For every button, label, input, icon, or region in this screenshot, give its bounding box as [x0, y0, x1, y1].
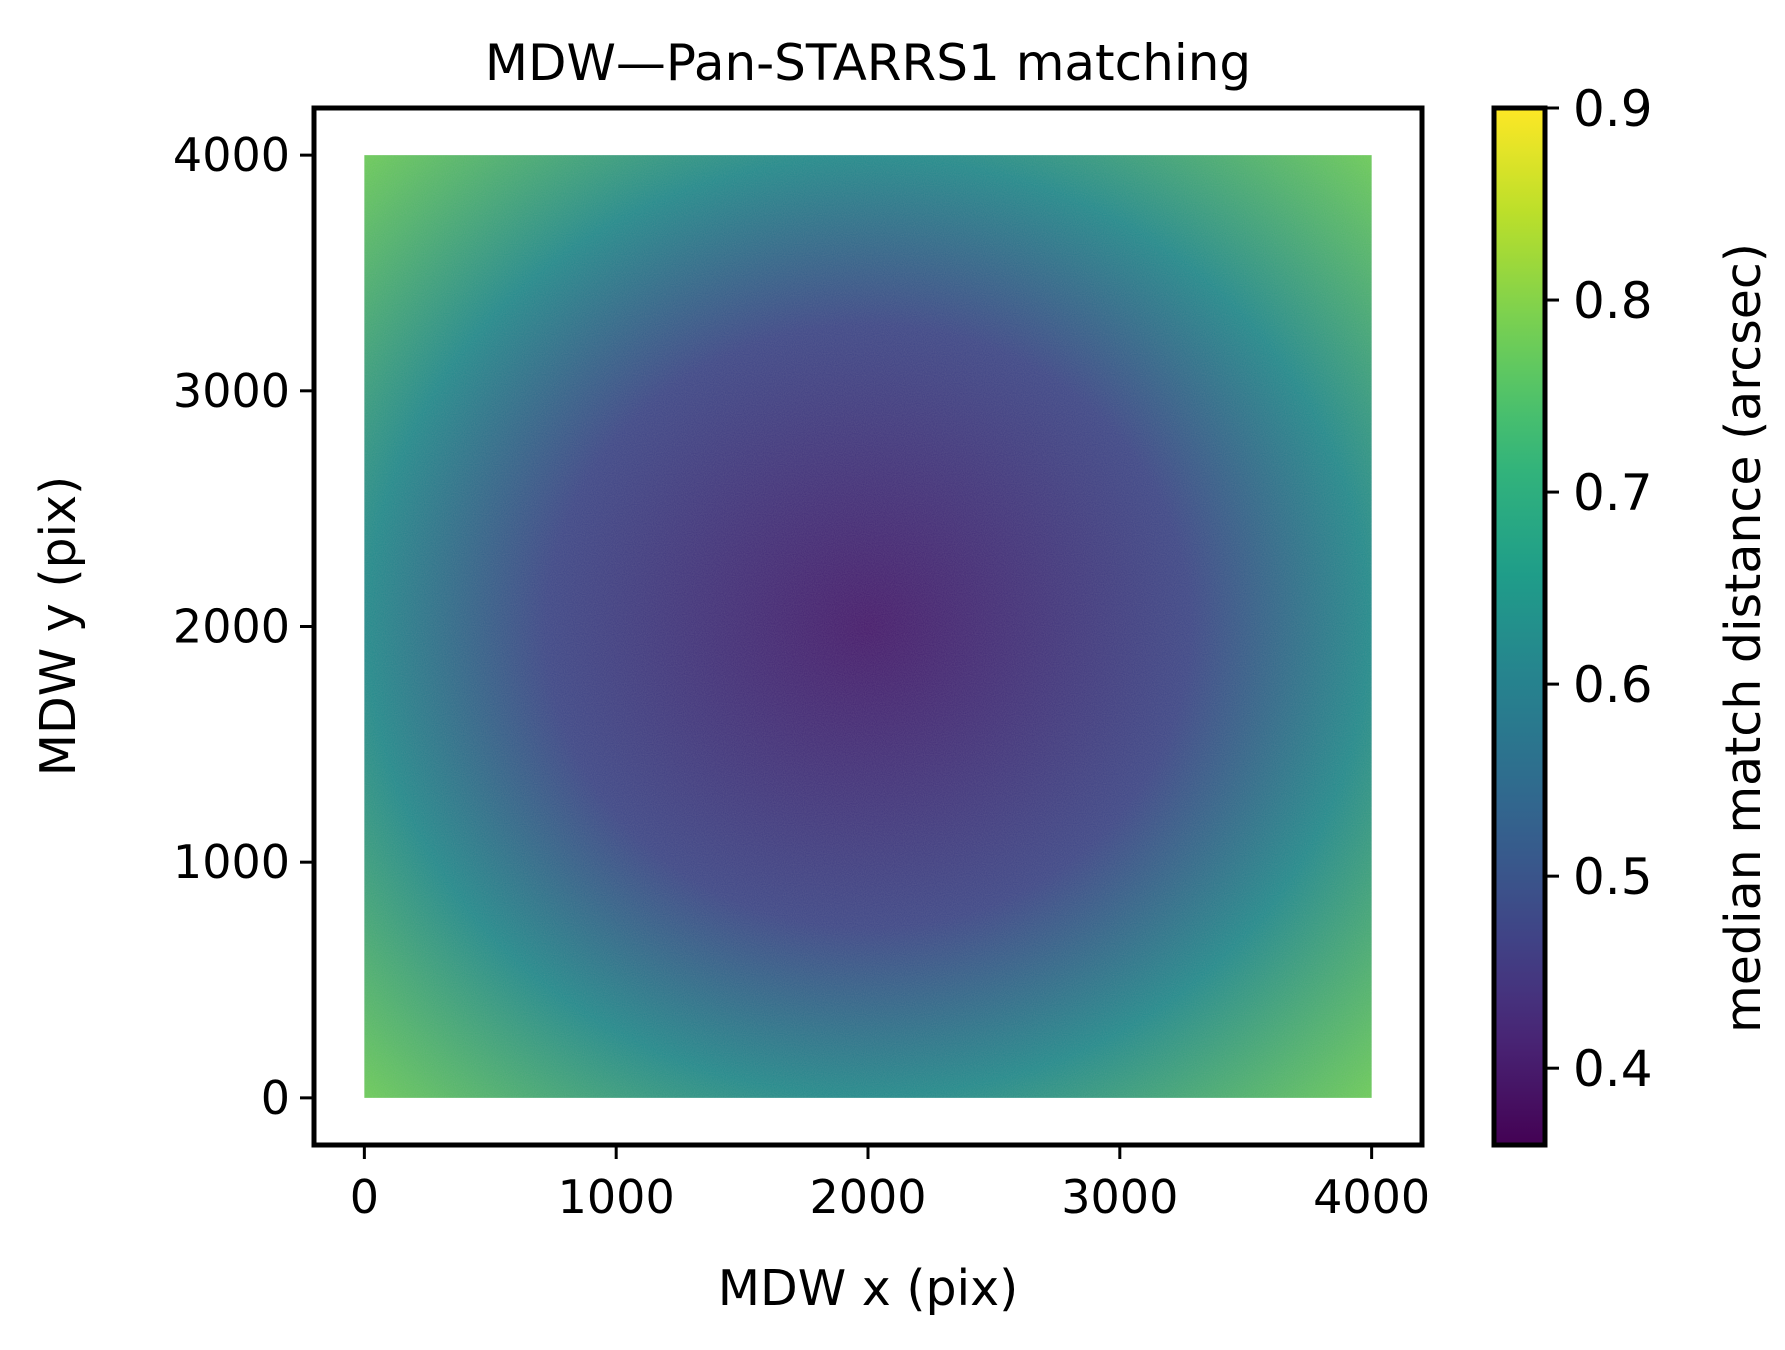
colorbar-tick-label: 0.9	[1573, 80, 1653, 138]
colorbar-frame	[1491, 105, 1548, 1148]
y-axis-ticks: 0 1000 2000 3000 4000	[173, 128, 314, 1125]
colorbar-gradient	[1494, 108, 1545, 1145]
y-axis-label: MDW y (pix)	[30, 476, 87, 777]
colorbar-tick-label: 0.5	[1573, 848, 1653, 906]
colorbar-label: median match distance (arcsec)	[1715, 243, 1772, 1033]
x-tick-label: 0	[350, 1170, 379, 1224]
x-tick-label: 1000	[558, 1170, 675, 1224]
y-tick-label: 1000	[173, 835, 290, 889]
y-tick-label: 3000	[173, 364, 290, 418]
y-tick-label: 2000	[173, 600, 290, 654]
x-axis-label: MDW x (pix)	[718, 1260, 1019, 1317]
x-tick-label: 2000	[809, 1170, 926, 1224]
heatmap-noise-texture	[364, 155, 1372, 1098]
colorbar-tick-label: 0.7	[1573, 464, 1653, 522]
colorbar-tick-label: 0.4	[1573, 1040, 1653, 1098]
y-tick-label: 0	[261, 1071, 290, 1125]
chart-title: MDW—Pan-STARRS1 matching	[485, 34, 1251, 92]
x-axis-ticks: 0 1000 2000 3000 4000	[350, 1145, 1430, 1224]
heatmap-layer	[364, 155, 1372, 1098]
colorbar-tick-label: 0.6	[1573, 656, 1653, 714]
y-tick-label: 4000	[173, 128, 290, 182]
colorbar-tick-label: 0.8	[1573, 272, 1653, 330]
x-tick-label: 4000	[1313, 1170, 1430, 1224]
colorbar-ticks: 0.4 0.5 0.6 0.7 0.8 0.9	[1545, 80, 1653, 1098]
x-tick-label: 3000	[1061, 1170, 1178, 1224]
